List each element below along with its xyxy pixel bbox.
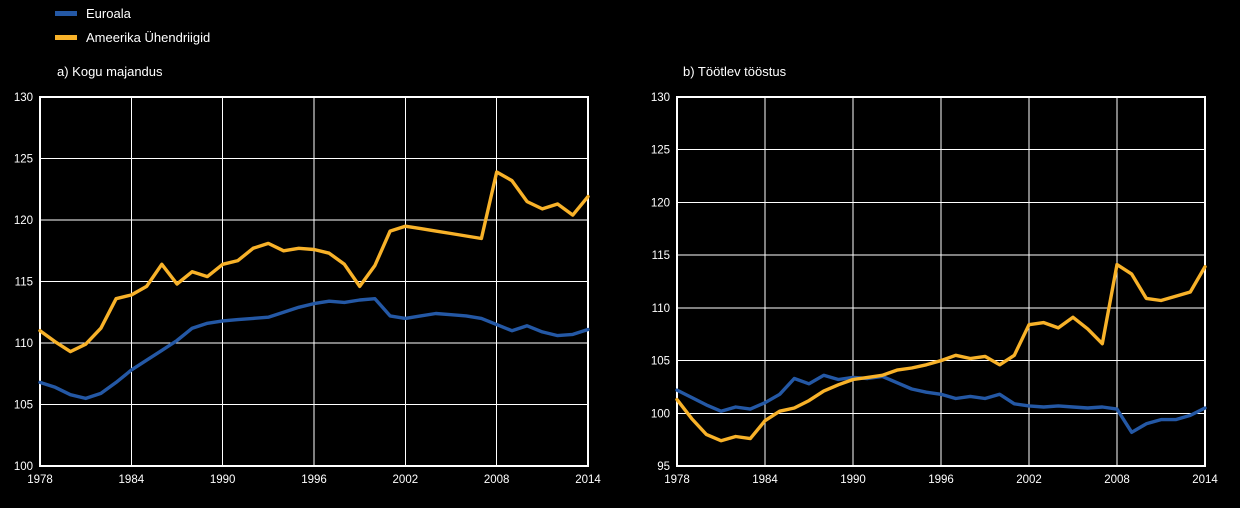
- legend-item-usa: Ameerika Ühendriigid: [55, 28, 210, 46]
- legend-item-euroala: Euroala: [55, 4, 210, 22]
- svg-text:1996: 1996: [301, 474, 327, 486]
- chart-title-manufacturing: b) Töötlev tööstus: [683, 64, 787, 79]
- svg-text:100: 100: [651, 408, 670, 420]
- line-chart-whole-economy: 100 105 110 115 120 125 130 1978 1984 1990 1996 200…: [0, 60, 612, 508]
- svg-text:1990: 1990: [840, 474, 866, 486]
- svg-text:110: 110: [15, 338, 33, 350]
- panel-manufacturing: b) Töötlev tööstus 95 100 105 110 115 120 125 1…: [620, 60, 1240, 503]
- svg-text:130: 130: [651, 92, 670, 104]
- svg-text:1978: 1978: [27, 474, 53, 486]
- svg-text:115: 115: [652, 250, 670, 262]
- svg-text:1984: 1984: [119, 474, 145, 486]
- svg-text:2002: 2002: [393, 474, 419, 486]
- chart-legend: Euroala Ameerika Ühendriigid: [55, 4, 210, 46]
- svg-text:1978: 1978: [664, 474, 690, 486]
- legend-label-euroala: Euroala: [86, 5, 131, 21]
- svg-text:120: 120: [14, 215, 33, 227]
- line-chart-manufacturing: 95 100 105 110 115 120 125 130 1978 1984 1990 1996 2…: [620, 60, 1240, 508]
- svg-text:125: 125: [14, 154, 33, 166]
- svg-text:130: 130: [14, 92, 33, 104]
- svg-text:2014: 2014: [1192, 474, 1218, 486]
- legend-label-usa: Ameerika Ühendriigid: [86, 29, 211, 45]
- svg-text:115: 115: [15, 277, 33, 289]
- svg-text:120: 120: [651, 197, 670, 209]
- chart-title-whole-economy: a) Kogu majandus: [57, 64, 163, 79]
- svg-text:1990: 1990: [210, 474, 236, 486]
- legend-swatch-usa: [55, 34, 77, 40]
- svg-text:2002: 2002: [1016, 474, 1042, 486]
- svg-text:100: 100: [14, 461, 33, 473]
- svg-text:2008: 2008: [1104, 474, 1130, 486]
- svg-text:110: 110: [652, 303, 670, 315]
- svg-text:1996: 1996: [928, 474, 954, 486]
- svg-text:2014: 2014: [575, 474, 601, 486]
- svg-text:1984: 1984: [752, 474, 778, 486]
- svg-text:95: 95: [657, 461, 670, 473]
- legend-swatch-euroala: [55, 10, 77, 16]
- svg-text:105: 105: [14, 400, 33, 412]
- svg-text:105: 105: [651, 356, 670, 368]
- svg-text:125: 125: [651, 145, 670, 157]
- panel-whole-economy: a) Kogu majandus 100 105 110 115 120 125 130 19…: [0, 60, 612, 503]
- svg-text:2008: 2008: [484, 474, 510, 486]
